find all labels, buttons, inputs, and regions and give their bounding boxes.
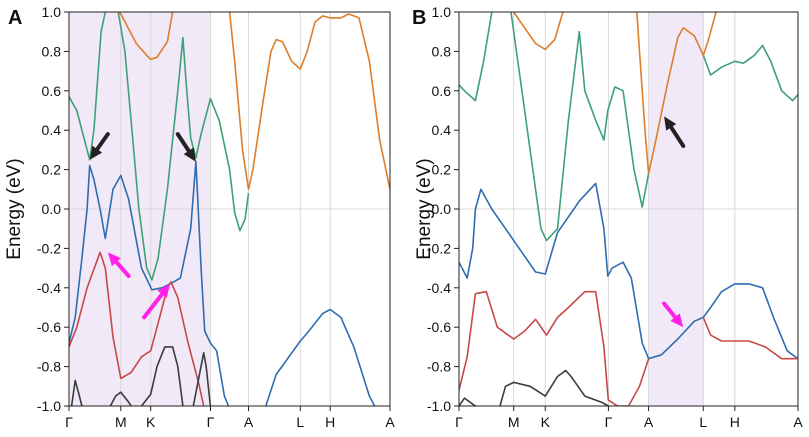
green-band-segment — [69, 12, 107, 161]
gray-band-segment — [192, 352, 212, 406]
y-tick-label: -0.6 — [37, 319, 61, 335]
blue-band-segment — [459, 182, 798, 360]
kpoint-label: Γ — [605, 414, 613, 430]
kpoint-label: A — [644, 414, 654, 430]
kpoint-label: A — [793, 414, 803, 430]
kpoint-label: K — [541, 414, 551, 430]
red-band-segment — [459, 290, 650, 406]
panel-label: A — [8, 7, 22, 29]
green-band-segment — [459, 12, 493, 102]
magenta-arrow — [107, 252, 131, 278]
y-tick-label: 1.0 — [432, 4, 452, 20]
kpoint-label: Γ — [65, 414, 73, 430]
kpoint-label: K — [146, 414, 156, 430]
y-tick-label: 0.6 — [432, 83, 452, 99]
orange-band-segment — [636, 12, 717, 175]
kpoint-label: H — [325, 414, 335, 430]
kpoint-label: L — [296, 414, 304, 430]
y-tick-label: 0.4 — [432, 122, 452, 138]
black-arrow — [664, 116, 686, 148]
black-arrow — [89, 132, 110, 160]
green-band-segment — [702, 44, 798, 102]
y-tick-label: 0.4 — [42, 122, 62, 138]
kpoint-label: M — [115, 414, 127, 430]
gray-band-segment — [140, 346, 184, 406]
kpoint-label: Γ — [455, 414, 463, 430]
magenta-arrow — [662, 301, 684, 328]
y-tick-label: 0.6 — [42, 83, 62, 99]
y-tick-label: -0.6 — [427, 319, 451, 335]
orange-band-segment — [513, 12, 564, 51]
y-axis-title: Energy (eV) — [4, 158, 25, 259]
y-tick-label: 0.8 — [42, 43, 62, 59]
green-band-segment — [510, 12, 650, 242]
y-axis-title: Energy (eV) — [414, 158, 435, 259]
gray-band-segment — [499, 369, 609, 406]
y-tick-label: -0.8 — [37, 359, 61, 375]
orange-band-segment — [228, 12, 390, 191]
green-band-segment — [117, 12, 250, 281]
red-band-segment — [702, 317, 798, 360]
y-tick-label: -0.4 — [37, 280, 61, 296]
y-tick-label: 0.0 — [42, 201, 62, 217]
y-tick-label: 0.0 — [432, 201, 452, 217]
kpoint-label: L — [699, 414, 707, 430]
red-band-segment — [69, 251, 205, 406]
orange-band-segment — [117, 12, 174, 61]
bands — [459, 12, 798, 406]
blue-band-segment — [69, 160, 230, 406]
gray-band-segment — [459, 397, 476, 406]
panel-a: 1.00.80.60.40.20.0-0.2-0.4-0.6-0.8-1.0Γ M… — [4, 4, 395, 430]
kpoint-label: A — [244, 414, 254, 430]
magenta-arrow — [142, 283, 170, 320]
y-tick-label: -1.0 — [37, 398, 61, 414]
kpoint-label: A — [385, 414, 395, 430]
kpoint-label: Γ — [207, 414, 215, 430]
y-tick-label: -1.0 — [427, 398, 451, 414]
y-tick-label: 0.8 — [432, 43, 452, 59]
black-arrow — [175, 132, 196, 162]
y-tick-label: -0.2 — [427, 240, 451, 256]
y-tick-label: 0.2 — [42, 162, 62, 178]
bands — [69, 12, 390, 406]
y-tick-label: 0.2 — [432, 162, 452, 178]
panel-label: B — [412, 7, 426, 29]
y-tick-label: -0.8 — [427, 359, 451, 375]
y-tick-label: -0.2 — [37, 240, 61, 256]
gray-band-segment — [109, 391, 132, 406]
kpoint-label: H — [730, 414, 740, 430]
y-tick-label: 1.0 — [42, 4, 62, 20]
blue-band-segment — [265, 308, 376, 406]
panel-b: 1.00.80.60.40.20.0-0.2-0.4-0.6-0.8-1.0Γ M… — [412, 4, 803, 430]
kpoint-label: M — [508, 414, 520, 430]
gray-band-segment — [70, 379, 83, 406]
y-tick-label: -0.4 — [427, 280, 451, 296]
